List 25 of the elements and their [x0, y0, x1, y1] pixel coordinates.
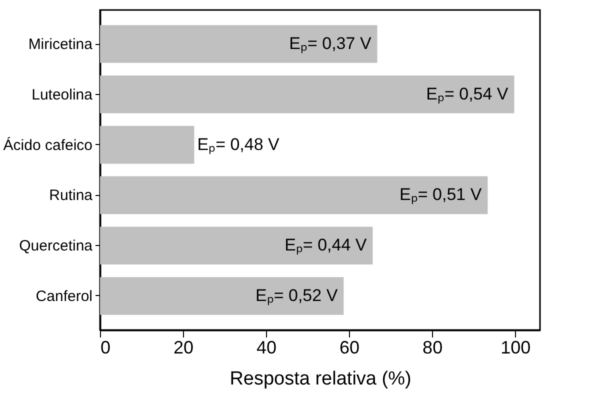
bar	[100, 25, 378, 63]
x-tick-label: 20	[174, 338, 194, 358]
bar	[100, 226, 373, 264]
y-tick-label: Ácido cafeico	[3, 136, 92, 154]
x-tick-label: 0	[100, 338, 111, 358]
annotation: Eₚ= 0,54 V	[426, 84, 509, 104]
bar	[100, 76, 514, 114]
annotation: Eₚ= 0,48 V	[197, 134, 280, 155]
annotation: Eₚ= 0,37 V	[289, 34, 372, 54]
bar	[100, 277, 344, 315]
x-tick-label: 100	[500, 338, 531, 358]
y-tick-label: Canferol	[36, 288, 92, 305]
y-tick-label: Quercetina	[19, 238, 94, 255]
x-axis-title: Resposta relativa (%)	[230, 368, 412, 390]
x-tick-label: 40	[256, 338, 277, 358]
y-tick-label: Rutina	[49, 187, 94, 204]
x-tick-label: 80	[422, 338, 443, 358]
x-tick-label: 60	[340, 338, 360, 358]
annotation: Eₚ= 0,44 V	[284, 236, 368, 256]
annotation: Eₚ= 0,52 V	[256, 286, 338, 306]
bar	[100, 126, 194, 164]
y-tick-label: Miricetina	[28, 36, 94, 54]
annotation: Eₚ= 0,51 V	[400, 185, 482, 206]
bar	[100, 176, 488, 214]
y-tick-label: Luteolina	[32, 86, 94, 104]
